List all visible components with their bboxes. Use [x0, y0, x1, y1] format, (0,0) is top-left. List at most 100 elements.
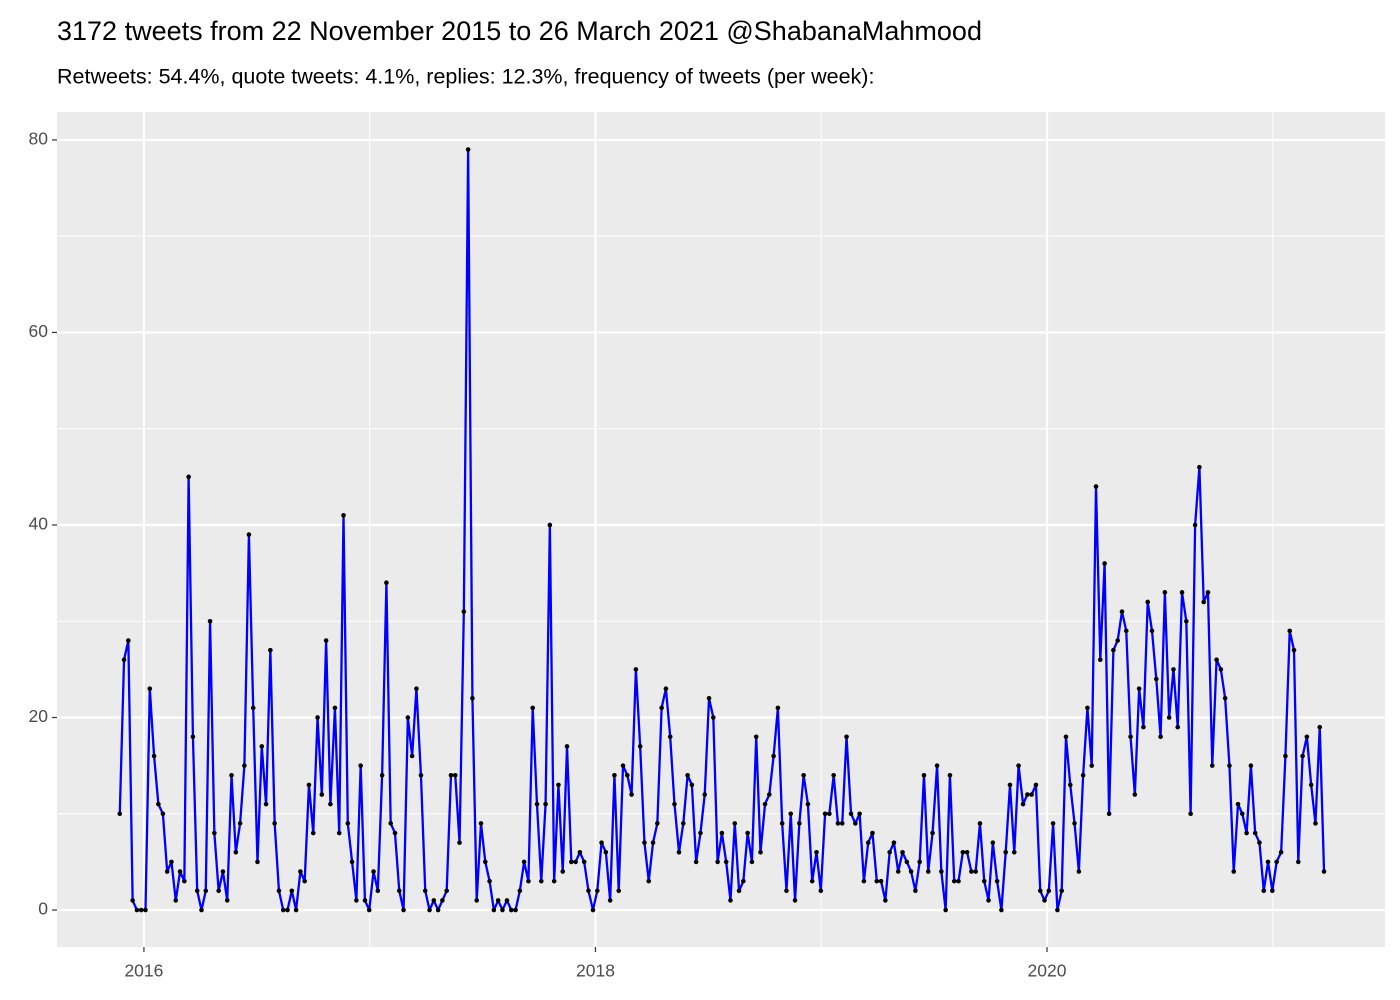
point: [930, 830, 935, 836]
point: [577, 849, 583, 855]
x-tick-label: 2018: [576, 961, 615, 981]
point: [1265, 859, 1271, 865]
point: [870, 830, 875, 836]
point: [964, 849, 970, 855]
point: [379, 772, 385, 778]
point: [440, 898, 445, 903]
point: [1317, 724, 1323, 730]
point: [629, 792, 634, 797]
point: [263, 801, 269, 807]
point: [556, 782, 561, 788]
point: [594, 888, 600, 894]
point: [358, 763, 363, 768]
point: [388, 821, 393, 826]
point: [259, 744, 265, 749]
point: [336, 830, 342, 836]
point: [616, 888, 622, 894]
point: [182, 878, 187, 884]
point: [203, 888, 209, 894]
point: [642, 840, 647, 845]
point: [1080, 772, 1086, 778]
chart-subtitle: Retweets: 54.4%, quote tweets: 4.1%, rep…: [57, 65, 874, 89]
point: [418, 772, 424, 778]
point: [1308, 782, 1314, 788]
point: [272, 821, 277, 826]
point: [797, 821, 802, 826]
point: [1231, 869, 1237, 874]
point: [285, 907, 290, 913]
point: [745, 830, 750, 836]
point: [1089, 763, 1095, 768]
point: [173, 898, 179, 903]
x-tick-label: 2020: [1028, 961, 1067, 981]
point: [164, 869, 170, 874]
point: [130, 898, 135, 903]
point: [186, 474, 191, 480]
point: [861, 878, 867, 884]
point: [194, 888, 200, 894]
point: [887, 849, 892, 855]
point: [366, 907, 372, 913]
point: [470, 695, 475, 701]
y-tick-label: 80: [29, 129, 49, 149]
grid: [57, 112, 1385, 947]
point: [177, 869, 183, 874]
point: [332, 705, 338, 711]
y-tick-label: 0: [38, 899, 48, 919]
point: [925, 869, 931, 874]
point: [1046, 888, 1052, 894]
point: [384, 580, 389, 586]
point: [878, 878, 884, 884]
point: [534, 801, 540, 807]
point: [1304, 734, 1310, 740]
point: [792, 898, 798, 903]
point: [1063, 734, 1069, 740]
point: [276, 888, 282, 894]
point: [702, 792, 708, 797]
point: [401, 907, 406, 913]
point: [1158, 734, 1163, 740]
point: [659, 705, 664, 711]
point: [749, 859, 755, 865]
point: [693, 859, 699, 865]
point: [1102, 561, 1107, 566]
point: [147, 686, 153, 691]
point: [1192, 522, 1198, 528]
point: [943, 907, 948, 913]
point: [1184, 618, 1189, 624]
point: [680, 821, 686, 826]
point: [999, 907, 1004, 913]
point: [250, 705, 256, 711]
point: [1076, 869, 1082, 874]
point: [981, 878, 987, 884]
point: [319, 792, 325, 797]
point: [672, 801, 677, 807]
point: [508, 907, 514, 913]
point: [306, 782, 312, 788]
point: [298, 869, 303, 874]
point: [1248, 763, 1254, 768]
point: [345, 821, 351, 826]
point: [973, 869, 978, 874]
point: [435, 907, 441, 913]
point: [1166, 715, 1172, 720]
point: [444, 888, 449, 894]
point: [1029, 792, 1034, 797]
point: [237, 821, 243, 826]
point: [934, 763, 940, 768]
point: [134, 907, 140, 913]
point: [207, 618, 213, 624]
point: [1141, 724, 1146, 730]
point: [1072, 821, 1077, 826]
point: [771, 753, 776, 759]
point: [1261, 888, 1267, 894]
point: [874, 878, 880, 884]
point: [711, 715, 716, 720]
point: [1123, 628, 1129, 634]
point: [904, 859, 910, 865]
point: [1209, 763, 1215, 768]
point: [895, 869, 901, 874]
point: [1171, 667, 1176, 672]
point: [1244, 830, 1249, 836]
